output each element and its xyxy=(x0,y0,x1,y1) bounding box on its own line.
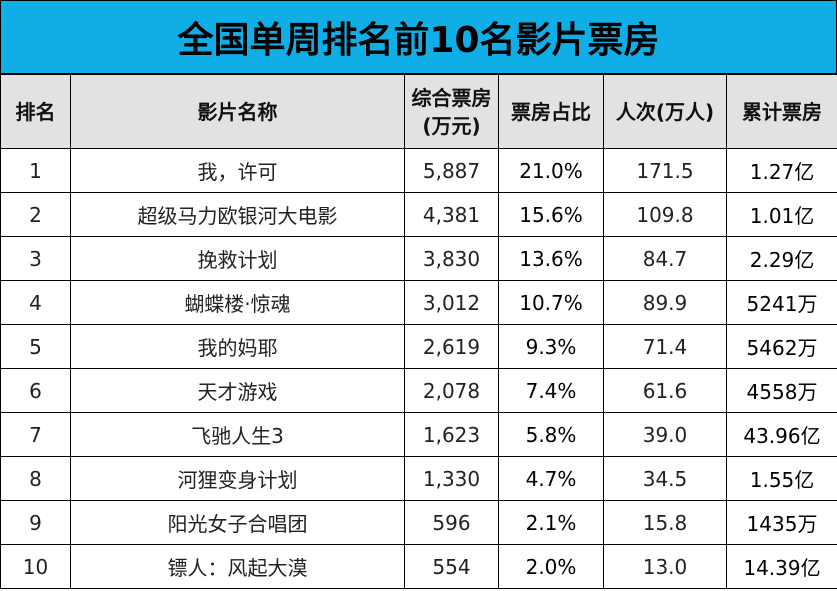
cell-rank: 1 xyxy=(0,148,71,193)
cell-rank: 7 xyxy=(0,412,71,457)
header-cumulative: 累计票房 xyxy=(726,74,837,149)
cell-attendance: 71.4 xyxy=(603,324,727,369)
header-film-name: 影片名称 xyxy=(70,74,405,149)
cell-cumulative: 1.55亿 xyxy=(726,456,837,501)
cell-cumulative: 43.96亿 xyxy=(726,412,837,457)
cell-cumulative: 1.01亿 xyxy=(726,192,837,237)
cell-rank: 2 xyxy=(0,192,71,237)
cell-film-name: 天才游戏 xyxy=(70,368,405,413)
table-row: 3 挽救计划 3,830 13.6% 84.7 2.29亿 xyxy=(0,236,837,281)
cell-attendance: 34.5 xyxy=(603,456,727,501)
cell-box-office: 1,623 xyxy=(404,412,499,457)
cell-box-office: 5,887 xyxy=(404,148,499,193)
cell-film-name: 我的妈耶 xyxy=(70,324,405,369)
cell-rank: 3 xyxy=(0,236,71,281)
table-header: 排名 影片名称 综合票房 (万元) 票房占比 人次(万人) 累计票房 xyxy=(0,74,837,149)
cell-cumulative: 14.39亿 xyxy=(726,544,837,589)
cell-attendance: 109.8 xyxy=(603,192,727,237)
cell-rank: 4 xyxy=(0,280,71,325)
cell-film-name: 我，许可 xyxy=(70,148,405,193)
cell-box-office: 3,012 xyxy=(404,280,499,325)
cell-box-office: 3,830 xyxy=(404,236,499,281)
cell-share: 2.0% xyxy=(498,544,604,589)
table-row: 9 阳光女子合唱团 596 2.1% 15.8 1435万 xyxy=(0,500,837,545)
cell-rank: 10 xyxy=(0,544,71,589)
cell-share: 13.6% xyxy=(498,236,604,281)
cell-share: 7.4% xyxy=(498,368,604,413)
table-row: 10 镖人：风起大漠 554 2.0% 13.0 14.39亿 xyxy=(0,544,837,589)
cell-rank: 6 xyxy=(0,368,71,413)
header-attendance: 人次(万人) xyxy=(603,74,727,149)
cell-attendance: 61.6 xyxy=(603,368,727,413)
cell-share: 4.7% xyxy=(498,456,604,501)
header-row: 排名 影片名称 综合票房 (万元) 票房占比 人次(万人) 累计票房 xyxy=(0,74,837,149)
table-title: 全国单周排名前10名影片票房 xyxy=(0,0,837,74)
cell-rank: 9 xyxy=(0,500,71,545)
table-row: 4 蝴蝶楼·惊魂 3,012 10.7% 89.9 5241万 xyxy=(0,280,837,325)
cell-attendance: 15.8 xyxy=(603,500,727,545)
cell-cumulative: 5241万 xyxy=(726,280,837,325)
cell-box-office: 4,381 xyxy=(404,192,499,237)
cell-cumulative: 5462万 xyxy=(726,324,837,369)
cell-film-name: 阳光女子合唱团 xyxy=(70,500,405,545)
cell-attendance: 84.7 xyxy=(603,236,727,281)
cell-film-name: 镖人：风起大漠 xyxy=(70,544,405,589)
table-row: 2 超级马力欧银河大电影 4,381 15.6% 109.8 1.01亿 xyxy=(0,192,837,237)
cell-attendance: 13.0 xyxy=(603,544,727,589)
cell-box-office: 2,619 xyxy=(404,324,499,369)
table-body: 1 我，许可 5,887 21.0% 171.5 1.27亿 2 超级马力欧银河大电影 4,38… xyxy=(0,148,837,589)
cell-share: 5.8% xyxy=(498,412,604,457)
cell-cumulative: 1.27亿 xyxy=(726,148,837,193)
cell-film-name: 超级马力欧银河大电影 xyxy=(70,192,405,237)
cell-share: 15.6% xyxy=(498,192,604,237)
cell-share: 21.0% xyxy=(498,148,604,193)
table-row: 1 我，许可 5,887 21.0% 171.5 1.27亿 xyxy=(0,148,837,193)
cell-cumulative: 2.29亿 xyxy=(726,236,837,281)
cell-cumulative: 1435万 xyxy=(726,500,837,545)
box-office-table: 排名 影片名称 综合票房 (万元) 票房占比 人次(万人) 累计票房 1 我，许可… xyxy=(0,74,837,589)
cell-cumulative: 4558万 xyxy=(726,368,837,413)
cell-rank: 5 xyxy=(0,324,71,369)
table-row: 6 天才游戏 2,078 7.4% 61.6 4558万 xyxy=(0,368,837,413)
table-row: 7 飞驰人生3 1,623 5.8% 39.0 43.96亿 xyxy=(0,412,837,457)
table-row: 8 河狸变身计划 1,330 4.7% 34.5 1.55亿 xyxy=(0,456,837,501)
cell-attendance: 89.9 xyxy=(603,280,727,325)
cell-film-name: 飞驰人生3 xyxy=(70,412,405,457)
cell-share: 9.3% xyxy=(498,324,604,369)
cell-film-name: 河狸变身计划 xyxy=(70,456,405,501)
table-row: 5 我的妈耶 2,619 9.3% 71.4 5462万 xyxy=(0,324,837,369)
cell-share: 2.1% xyxy=(498,500,604,545)
cell-box-office: 596 xyxy=(404,500,499,545)
header-share: 票房占比 xyxy=(498,74,604,149)
header-rank: 排名 xyxy=(0,74,71,149)
cell-box-office: 554 xyxy=(404,544,499,589)
header-box-office: 综合票房 (万元) xyxy=(404,74,499,149)
cell-share: 10.7% xyxy=(498,280,604,325)
cell-rank: 8 xyxy=(0,456,71,501)
cell-box-office: 1,330 xyxy=(404,456,499,501)
cell-box-office: 2,078 xyxy=(404,368,499,413)
cell-attendance: 171.5 xyxy=(603,148,727,193)
cell-film-name: 挽救计划 xyxy=(70,236,405,281)
cell-attendance: 39.0 xyxy=(603,412,727,457)
cell-film-name: 蝴蝶楼·惊魂 xyxy=(70,280,405,325)
